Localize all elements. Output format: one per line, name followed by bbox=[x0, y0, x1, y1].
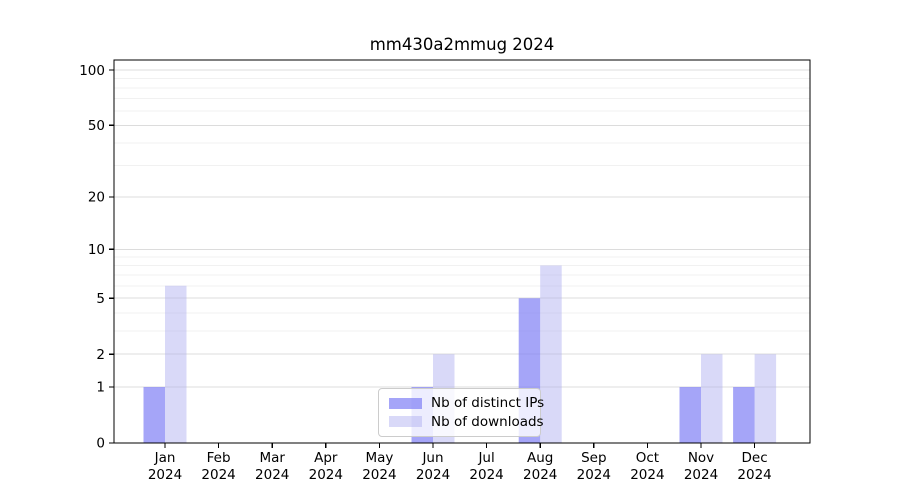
legend-label-distinct-ips: Nb of distinct IPs bbox=[431, 395, 545, 412]
legend-swatch-distinct-ips bbox=[389, 397, 422, 409]
bar-downloads-aug bbox=[540, 265, 562, 443]
x-tick-label-jan: Jan 2024 bbox=[148, 450, 182, 483]
y-tick-label: 100 bbox=[79, 63, 105, 79]
x-tick-label-mar: Mar 2024 bbox=[255, 450, 289, 483]
y-tick-label: 0 bbox=[96, 436, 105, 452]
x-tick-label-jul: Jul 2024 bbox=[469, 450, 503, 483]
legend-entry-distinct-ips: Nb of distinct IPs bbox=[389, 395, 544, 411]
y-tick-label: 5 bbox=[96, 291, 105, 307]
bar-distinct-ips-dec bbox=[733, 386, 755, 443]
x-tick-label-jun: Jun 2024 bbox=[416, 450, 450, 483]
bar-downloads-dec bbox=[754, 354, 777, 443]
bar-distinct-ips-jan bbox=[143, 386, 165, 443]
y-tick-label: 10 bbox=[88, 242, 105, 258]
y-tick-label: 50 bbox=[88, 118, 105, 134]
x-tick-label-sep: Sep 2024 bbox=[577, 450, 611, 483]
bar-distinct-ips-nov bbox=[679, 386, 701, 443]
bar-downloads-jan bbox=[165, 285, 187, 443]
bar-downloads-nov bbox=[701, 354, 723, 443]
legend-box: Nb of distinct IPs Nb of downloads bbox=[378, 388, 544, 437]
chart-title: mm430a2mmug 2024 bbox=[369, 35, 555, 54]
x-tick-label-may: May 2024 bbox=[362, 450, 396, 483]
x-tick-label-nov: Nov 2024 bbox=[684, 450, 718, 483]
x-tick-label-feb: Feb 2024 bbox=[201, 450, 235, 483]
x-tick-label-oct: Oct 2024 bbox=[630, 450, 664, 483]
y-tick-label: 1 bbox=[96, 380, 105, 396]
x-tick-label-apr: Apr 2024 bbox=[309, 450, 343, 483]
x-tick-label-dec: Dec 2024 bbox=[737, 450, 771, 483]
y-tick-label: 20 bbox=[88, 190, 105, 206]
x-tick-label-aug: Aug 2024 bbox=[523, 450, 557, 483]
legend-label-downloads: Nb of downloads bbox=[431, 413, 544, 430]
legend-entry-downloads: Nb of downloads bbox=[389, 414, 544, 430]
legend-swatch-downloads bbox=[389, 416, 422, 428]
y-tick-label: 2 bbox=[96, 347, 105, 363]
axes-frame bbox=[113, 59, 811, 444]
